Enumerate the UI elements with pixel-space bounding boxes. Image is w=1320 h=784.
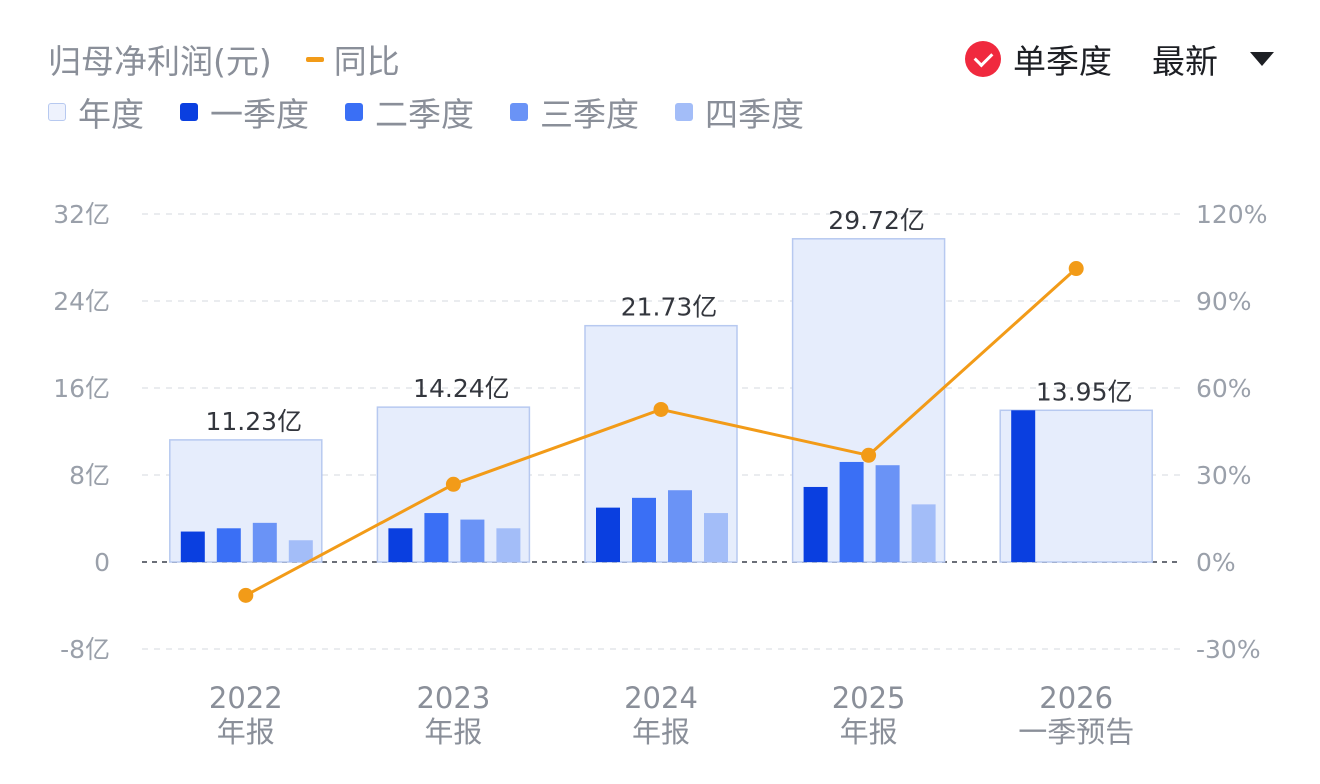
yoy-point xyxy=(653,401,669,417)
q1-bar xyxy=(388,528,413,562)
q1-bar xyxy=(180,531,205,562)
y-axis-tick-label: 24亿 xyxy=(53,287,110,316)
chart-header: 归母净利润(元) 同比 xyxy=(48,34,400,84)
q4-bar xyxy=(496,528,521,562)
q4-bar xyxy=(911,504,936,562)
legend-label-q3: 三季度 xyxy=(540,95,639,134)
x-axis-tick-label: 2023 xyxy=(416,681,490,715)
q4-bar xyxy=(704,513,728,562)
period-dropdown-label: 最新 xyxy=(1152,42,1218,81)
caret-down-icon xyxy=(1250,52,1274,66)
y2-axis-tick-label: 60% xyxy=(1196,374,1252,403)
q2-bar xyxy=(839,461,864,562)
q2-bar xyxy=(216,528,241,562)
legend-item-q4[interactable]: 四季度 xyxy=(675,88,804,136)
y-axis-tick-label: 16亿 xyxy=(53,374,110,403)
legend-swatch-annual xyxy=(48,103,66,121)
legend-item-q3[interactable]: 三季度 xyxy=(510,88,639,136)
q1-bar xyxy=(596,507,620,562)
x-axis-tick-label: 2025 xyxy=(832,681,906,715)
legend-label-q4: 四季度 xyxy=(705,95,804,134)
q3-bar xyxy=(252,522,277,562)
legend-swatch-q1 xyxy=(180,103,198,121)
yoy-point xyxy=(238,587,254,603)
y-axis-tick-label: 0 xyxy=(94,548,110,577)
x-axis-tick-label: 年报 xyxy=(217,715,275,749)
q2-bar xyxy=(424,513,449,562)
q1-bar xyxy=(803,486,828,562)
y-axis-tick-label: -8亿 xyxy=(60,635,110,664)
x-axis-tick-label: 年报 xyxy=(632,715,690,749)
x-axis-tick-label: 一季预告 xyxy=(1018,715,1134,749)
annual-data-label: 13.95亿 xyxy=(1036,377,1133,406)
q1-bar xyxy=(1011,410,1036,562)
yoy-point xyxy=(1068,261,1084,277)
period-dropdown[interactable]: 最新 xyxy=(1152,35,1274,83)
legend-label-annual: 年度 xyxy=(78,95,144,134)
annual-data-label: 21.73亿 xyxy=(621,293,718,322)
x-axis-tick-label: 2024 xyxy=(624,681,698,715)
annual-data-label: 29.72亿 xyxy=(828,206,925,235)
single-quarter-label[interactable]: 单季度 xyxy=(1013,42,1112,81)
chart-title: 归母净利润(元) xyxy=(48,42,272,81)
y-axis-tick-label: 8亿 xyxy=(69,461,110,490)
x-axis-tick-label: 年报 xyxy=(840,715,898,749)
legend-item-annual[interactable]: 年度 xyxy=(48,88,144,136)
series-legend: 年度 一季度 二季度 三季度 四季度 xyxy=(48,88,840,136)
q3-bar xyxy=(875,465,900,562)
legend-label-q2: 二季度 xyxy=(375,95,474,134)
y-axis-tick-label: 32亿 xyxy=(53,200,110,229)
q2-bar xyxy=(632,497,656,562)
yoy-point xyxy=(861,447,877,463)
y2-axis-tick-label: 120% xyxy=(1196,200,1267,229)
y2-axis-tick-label: 90% xyxy=(1196,287,1252,316)
x-axis-tick-label: 年报 xyxy=(424,715,482,749)
legend-swatch-q2 xyxy=(345,103,363,121)
q3-bar xyxy=(668,490,692,562)
q3-bar xyxy=(460,519,485,562)
legend-label-q1: 一季度 xyxy=(210,95,309,134)
y2-axis-tick-label: -30% xyxy=(1196,635,1261,664)
legend-item-yoy[interactable]: 同比 xyxy=(305,35,400,83)
x-axis-tick-label: 2026 xyxy=(1039,681,1113,715)
yoy-point xyxy=(445,476,461,492)
yoy-legend-label: 同比 xyxy=(333,42,400,81)
single-quarter-checkbox[interactable] xyxy=(965,41,1001,77)
legend-swatch-q3 xyxy=(510,103,528,121)
x-axis-tick-label: 2022 xyxy=(209,681,283,715)
q4-bar xyxy=(288,540,313,562)
chart-controls: 单季度 最新 xyxy=(965,34,1274,84)
legend-item-q1[interactable]: 一季度 xyxy=(180,88,309,136)
legend-swatch-q4 xyxy=(675,103,693,121)
yoy-legend-swatch xyxy=(305,56,324,62)
y2-axis-tick-label: 0% xyxy=(1196,548,1236,577)
annual-data-label: 11.23亿 xyxy=(206,407,303,436)
annual-data-label: 14.24亿 xyxy=(413,374,510,403)
legend-item-q2[interactable]: 二季度 xyxy=(345,88,474,136)
y2-axis-tick-label: 30% xyxy=(1196,461,1252,490)
